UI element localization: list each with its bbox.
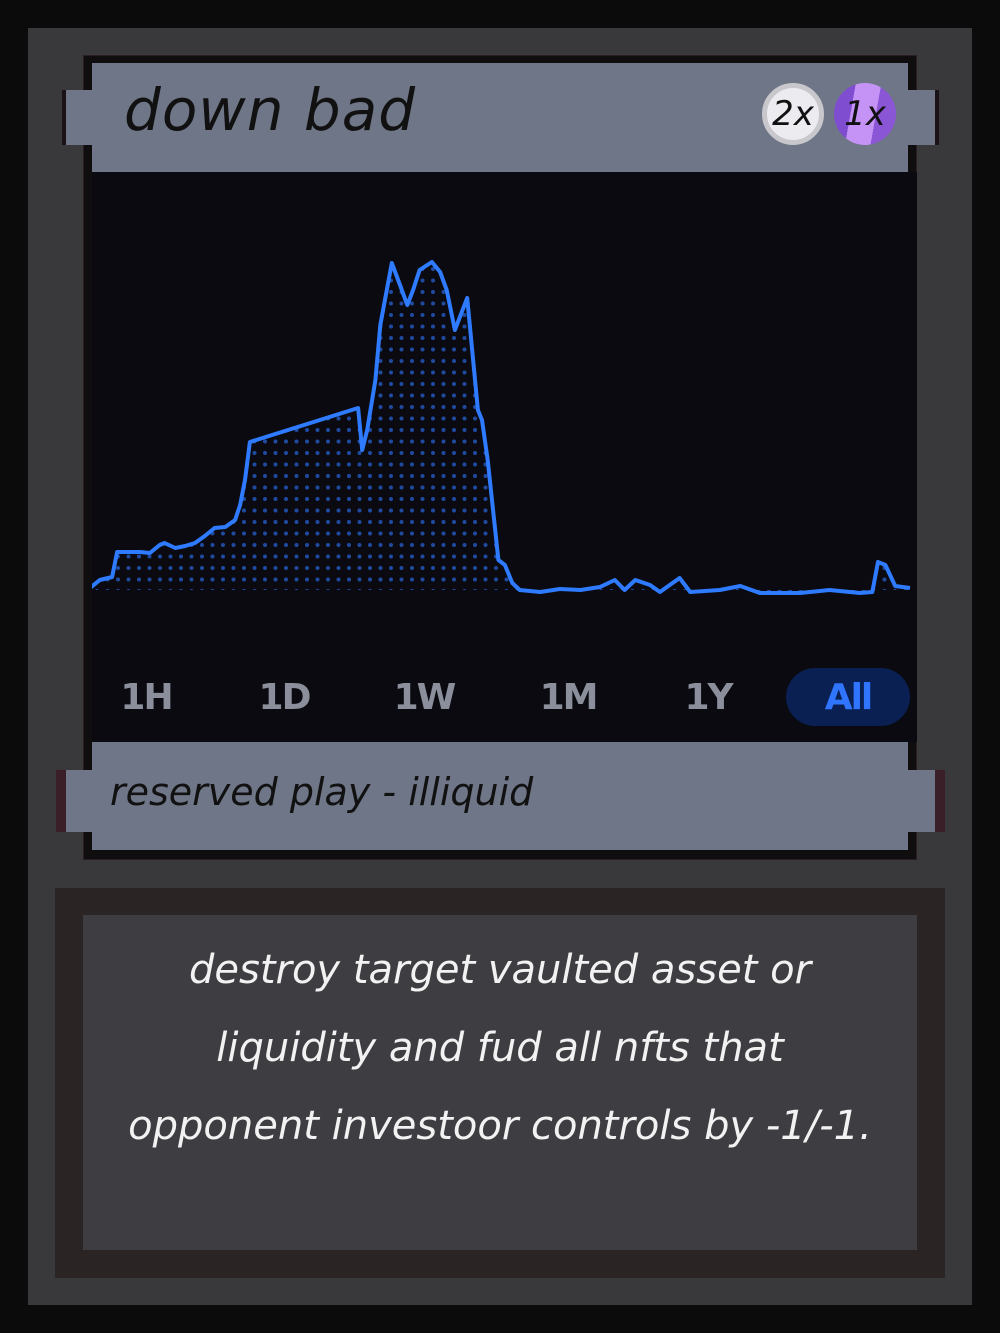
price-chart-svg [92, 260, 911, 595]
rules-text-box: destroy target vaulted asset or liquidit… [83, 915, 917, 1250]
colorless-cost-gem-icon: 2x [762, 83, 824, 145]
timeframe-1d[interactable]: 1D [258, 676, 312, 718]
type-bar [92, 742, 908, 850]
timeframe-1w[interactable]: 1W [393, 676, 457, 718]
rules-text-line: destroy target vaulted asset or [188, 947, 812, 993]
purple-cost-gem-icon: 1x [834, 83, 896, 145]
card-title: down bad [124, 76, 417, 144]
price-chart [92, 172, 917, 742]
price-line [92, 260, 911, 595]
rules-text-line: opponent investoor controls by -1/-1. [128, 1103, 872, 1149]
timeframe-1y[interactable]: 1Y [684, 676, 733, 718]
timeframe-1m[interactable]: 1M [539, 676, 599, 718]
area-fill [92, 262, 910, 593]
type-line: reserved play - illiquid [110, 770, 534, 814]
rules-text-line: liquidity and fud all nfts that [216, 1025, 784, 1071]
timeframe-1h[interactable]: 1H [120, 676, 173, 718]
timeframe-all[interactable]: All [786, 668, 910, 726]
